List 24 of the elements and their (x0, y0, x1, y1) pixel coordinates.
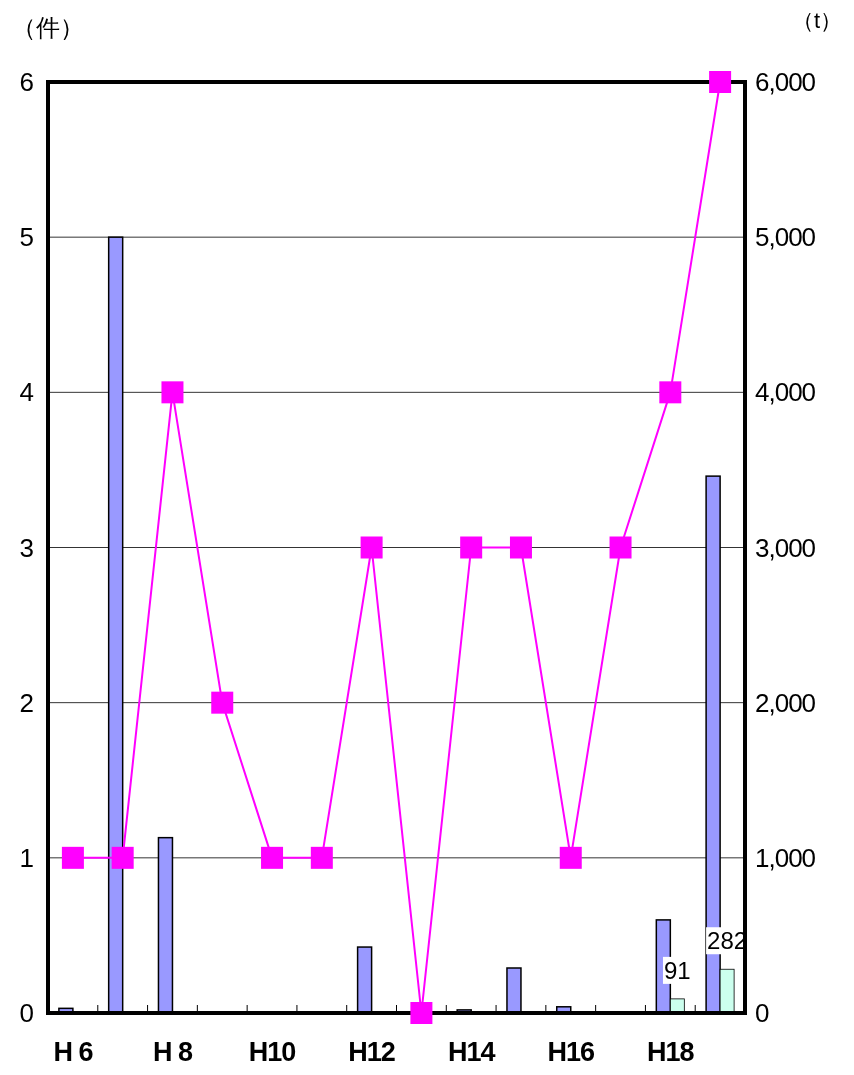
x-tick-label: H10 (248, 1037, 296, 1067)
y-tick-label: 3 (19, 532, 34, 563)
y2-tick-label: 1,000 (755, 842, 816, 873)
y2-tick-label: 2,000 (755, 687, 816, 718)
x-tick-label: H12 (348, 1037, 395, 1067)
y2-tick-label: 3,000 (755, 532, 816, 563)
y2-axis-title: （t） (791, 8, 842, 33)
y2-tick-label: 5,000 (755, 222, 816, 253)
x-tick-label: H 6 (53, 1037, 94, 1067)
y2-tick-label: 0 (755, 998, 769, 1028)
y2-tick-label: 4,000 (755, 377, 816, 408)
y-tick-label: 5 (19, 222, 34, 253)
y-tick-label: 4 (19, 377, 34, 408)
x-tick-label: H16 (547, 1037, 595, 1067)
y-tick-label: 0 (19, 998, 34, 1028)
y-axis-title: （件） (12, 14, 84, 42)
y-tick-label: 1 (19, 842, 34, 873)
x-tick-label: H 8 (152, 1037, 193, 1067)
y2-tick-label: 6,000 (755, 67, 816, 97)
data-label: 91 (663, 956, 691, 984)
x-tick-label: H14 (447, 1037, 496, 1067)
y-tick-label: 6 (19, 67, 34, 97)
y-tick-label: 2 (19, 687, 34, 718)
x-tick-label: H18 (647, 1037, 695, 1067)
